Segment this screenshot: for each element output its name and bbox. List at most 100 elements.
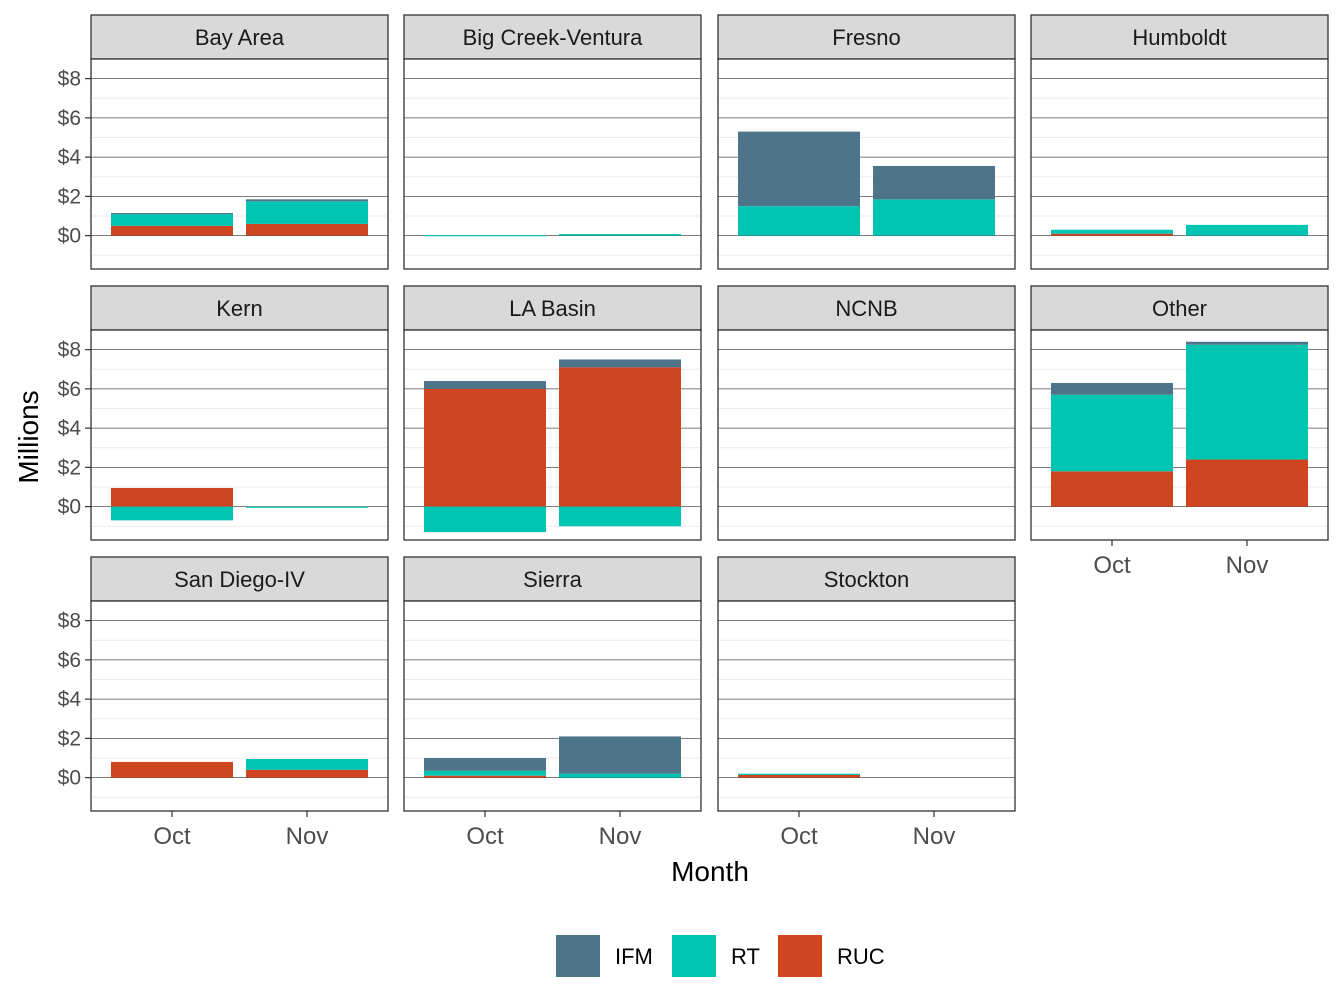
y-tick-label: $2 xyxy=(58,727,81,750)
facet-panel: Stockton Oct Nov xyxy=(717,556,1016,850)
bar-ruc xyxy=(1186,459,1308,507)
facet-strip xyxy=(1030,285,1329,331)
facet-strip xyxy=(403,14,702,60)
y-tick-label: $6 xyxy=(58,107,81,130)
facet-strip-label: Fresno xyxy=(832,25,900,50)
y-tick-label: $2 xyxy=(58,456,81,479)
bar-ruc xyxy=(246,223,368,236)
y-tick-label: $4 xyxy=(58,688,82,711)
bar-rt xyxy=(559,234,681,236)
bar-rt xyxy=(873,199,995,236)
panel-border xyxy=(717,329,1016,541)
bar-ruc xyxy=(424,388,546,507)
legend-item-rt: RT xyxy=(672,935,760,977)
legend-swatch xyxy=(778,935,822,977)
bar-ifm xyxy=(111,213,233,215)
facet-panel: Bay Area $0 $2 $4 $6 $8 xyxy=(58,14,389,270)
y-tick-label: $4 xyxy=(58,146,82,169)
bar-ruc xyxy=(1051,233,1173,236)
bar-ifm xyxy=(559,736,681,774)
x-tick-label: Oct xyxy=(1093,552,1131,579)
bar-rt xyxy=(1186,224,1308,236)
bar-ifm xyxy=(246,199,368,202)
bar-ifm xyxy=(424,381,546,389)
panel-border xyxy=(90,58,389,270)
legend-swatch xyxy=(672,935,716,977)
x-tick-label: Oct xyxy=(466,823,504,850)
panel-border xyxy=(403,329,702,541)
x-tick-label: Nov xyxy=(599,823,642,850)
panel-border xyxy=(717,600,1016,812)
bar-rt xyxy=(1051,229,1173,234)
facet-panel: LA Basin xyxy=(403,285,702,541)
bar-ifm xyxy=(1186,341,1308,345)
facet-strip xyxy=(90,556,389,602)
y-axis-title: Millions xyxy=(13,390,44,483)
bar-rt xyxy=(424,235,546,237)
facet-strip-label: Other xyxy=(1152,296,1207,321)
panel-border xyxy=(403,58,702,270)
facet-strip xyxy=(717,285,1016,331)
legend-label: IFM xyxy=(615,944,653,969)
plot-background xyxy=(718,601,1015,811)
y-tick-label: $0 xyxy=(58,496,81,519)
facet-panel: San Diego-IV $0 $2 $4 $6 $8 Oct Nov xyxy=(58,556,389,850)
bar-ifm xyxy=(424,758,546,771)
facet-strip xyxy=(1030,14,1329,60)
legend-item-ruc: RUC xyxy=(778,935,885,977)
facet-panel: Fresno xyxy=(717,14,1016,270)
facet-panel: Big Creek-Ventura xyxy=(403,14,702,270)
bar-rt xyxy=(246,506,368,508)
bar-rt xyxy=(111,214,233,226)
y-tick-label: $6 xyxy=(58,649,81,672)
y-tick-label: $4 xyxy=(58,417,82,440)
facet-strip xyxy=(90,14,389,60)
panel-border xyxy=(1030,58,1329,270)
facet-strip-label: San Diego-IV xyxy=(174,567,305,592)
bar-ifm xyxy=(738,131,860,207)
x-tick-label: Nov xyxy=(286,823,329,850)
facet-strip-label: Kern xyxy=(216,296,262,321)
plot-background xyxy=(1031,59,1328,269)
bar-rt xyxy=(559,506,681,527)
facet-strip-label: Sierra xyxy=(523,567,582,592)
plot-background xyxy=(404,601,701,811)
y-tick-label: $2 xyxy=(58,185,81,208)
panel-border xyxy=(90,600,389,812)
y-tick-label: $0 xyxy=(58,767,81,790)
bar-ruc xyxy=(111,225,233,236)
x-tick-label: Oct xyxy=(153,823,191,850)
bar-rt xyxy=(738,206,860,236)
legend-label: RUC xyxy=(837,944,885,969)
panel-border xyxy=(90,329,389,541)
x-tick-label: Nov xyxy=(1226,552,1269,579)
plot-background xyxy=(404,59,701,269)
facet-strip-label: Humboldt xyxy=(1132,25,1226,50)
facet-strip xyxy=(717,556,1016,602)
plot-background xyxy=(91,59,388,269)
bar-rt xyxy=(246,201,368,224)
panel-border xyxy=(403,600,702,812)
bar-rt xyxy=(424,770,546,776)
x-tick-label: Oct xyxy=(780,823,818,850)
bar-rt xyxy=(424,506,546,533)
facet-strip xyxy=(717,14,1016,60)
bar-rt xyxy=(559,773,681,778)
panels-layer: Bay Area $0 $2 $4 $6 $8 Big Creek-Ventura Fresn… xyxy=(58,14,1329,850)
facet-panel: Sierra Oct Nov xyxy=(403,556,702,850)
facet-panel: Humboldt xyxy=(1030,14,1329,270)
bar-ruc xyxy=(111,487,233,507)
facet-strip xyxy=(403,556,702,602)
facet-strip-label: NCNB xyxy=(835,296,897,321)
facet-strip-label: Stockton xyxy=(824,567,910,592)
facet-strip-label: LA Basin xyxy=(509,296,596,321)
bar-ifm xyxy=(873,165,995,200)
plot-background xyxy=(718,330,1015,540)
facet-panel: Kern $0 $2 $4 $6 $8 xyxy=(58,285,389,541)
facet-strip xyxy=(403,285,702,331)
bar-rt xyxy=(111,506,233,521)
panel-border xyxy=(1030,329,1329,541)
y-tick-label: $8 xyxy=(58,339,81,362)
bar-ruc xyxy=(246,769,368,778)
